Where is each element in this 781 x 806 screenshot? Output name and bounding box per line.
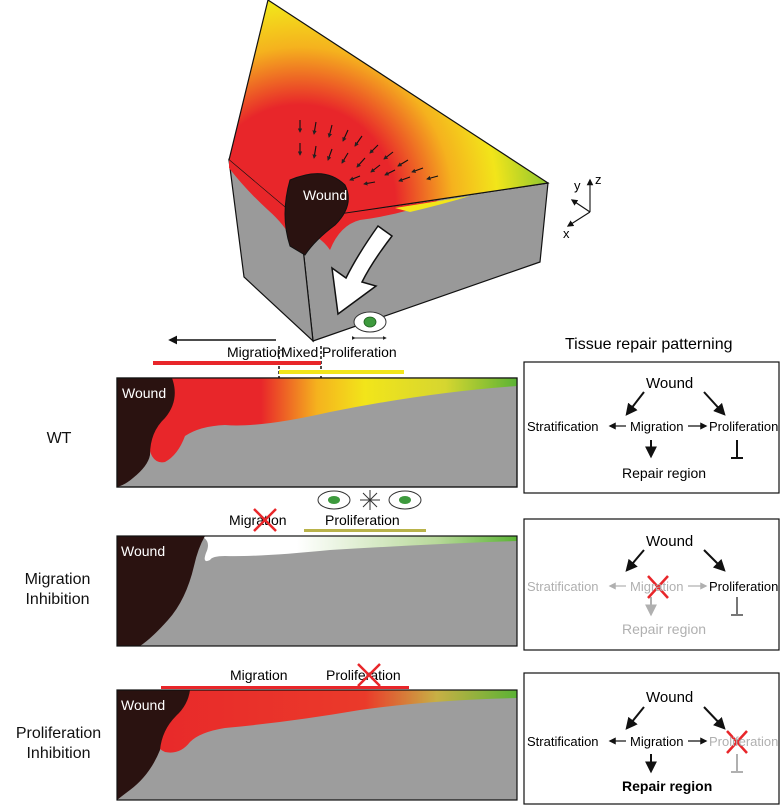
header-proliferation-label: Proliferation	[322, 344, 397, 360]
axes-indicator	[566, 178, 594, 227]
pi-wound-label: Wound	[121, 697, 165, 713]
proliferation-zone-bar	[279, 370, 404, 374]
wt-diagram-stratification: Stratification	[527, 419, 599, 434]
pi-cross-section	[116, 689, 518, 801]
wt-diagram-proliferation: Proliferation	[709, 419, 778, 434]
wound-edge-yellow-right	[395, 196, 470, 212]
pi-proliferation-label: Proliferation	[326, 667, 401, 683]
pi-diagram-repair: Repair region	[622, 778, 712, 794]
wound-hole	[284, 173, 349, 256]
block-top-surface	[228, 0, 550, 221]
pi-diagram-proliferation: Proliferation	[709, 734, 778, 749]
pi-diagram-wound: Wound	[646, 689, 693, 706]
header-migration-label: Migration	[227, 344, 285, 360]
migration-field-arrows	[297, 120, 439, 186]
row-label-pi-line2: Inhibition	[26, 745, 91, 762]
row-label-wt-text: WT	[46, 430, 72, 447]
mi-cross-section	[116, 535, 518, 647]
row-label-proliferation-inhibition: Proliferation Inhibition	[0, 724, 117, 764]
pi-migration-bar	[161, 686, 409, 689]
mi-diagram-proliferation: Proliferation	[709, 579, 778, 594]
pi-proliferation-blocked-x	[357, 663, 381, 687]
wt-diagram-repair: Repair region	[622, 465, 706, 481]
pi-diagram-stratification: Stratification	[527, 734, 599, 749]
panel-title: Tissue repair patterning	[565, 336, 733, 353]
pi-migration-label: Migration	[230, 667, 288, 683]
mi-pathway-panel	[523, 518, 780, 651]
migration-zone-bar	[153, 361, 321, 365]
pi-pathway-panel	[523, 672, 780, 805]
mi-migration-label: Migration	[229, 512, 287, 528]
mi-diagram-stratification: Stratification	[527, 579, 599, 594]
dividing-cell-icon	[351, 311, 387, 340]
wound-edge-red-right	[300, 200, 440, 250]
axis-y-label: y	[574, 178, 581, 193]
axis-z-label: z	[595, 172, 602, 187]
mi-proliferation-label: Proliferation	[325, 512, 400, 528]
mi-proliferation-bar	[304, 529, 426, 532]
pi-diagram-migration: Migration	[630, 734, 683, 749]
axis-x-label: x	[563, 226, 570, 241]
row-label-mi-line1: Migration	[24, 571, 91, 588]
mi-header-cells	[317, 490, 422, 510]
tissue-block-3d	[228, 0, 550, 343]
mi-wound-label: Wound	[121, 543, 165, 559]
mi-migration-blocked-x	[253, 508, 277, 532]
wt-pathway-panel	[523, 361, 780, 494]
top-wound-label: Wound	[303, 187, 347, 203]
row-label-wt: WT	[20, 429, 98, 449]
wt-wound-label: Wound	[122, 385, 166, 401]
row-label-pi-line1: Proliferation	[15, 725, 102, 742]
mi-diagram-repair: Repair region	[622, 621, 706, 637]
wt-diagram-wound: Wound	[646, 375, 693, 392]
row-label-migration-inhibition: Migration Inhibition	[10, 570, 105, 610]
zoom-curved-arrow	[331, 224, 394, 316]
mi-diagram-wound: Wound	[646, 533, 693, 550]
mi-diagram-migration: Migration	[630, 579, 683, 594]
wound-edge-red-left	[229, 160, 300, 240]
row-label-mi-line2: Inhibition	[25, 591, 90, 608]
wt-cross-section	[116, 377, 518, 488]
header-mixed-label: Mixed	[281, 344, 318, 360]
wt-diagram-migration: Migration	[630, 419, 683, 434]
